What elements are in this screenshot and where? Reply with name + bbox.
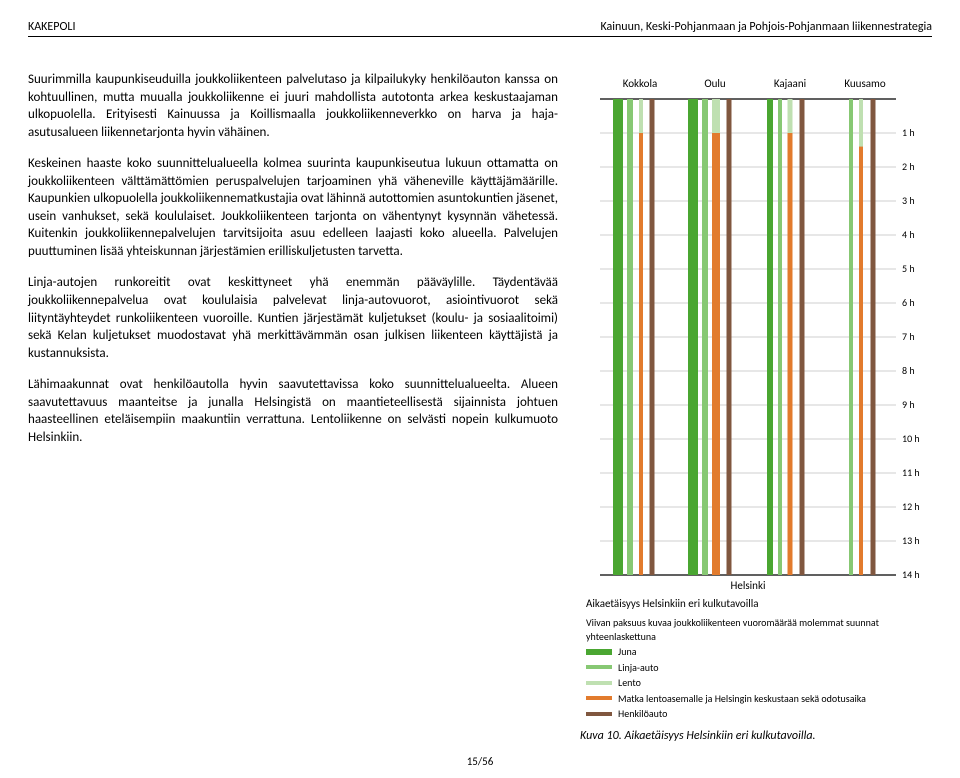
paragraph: Lähimaakunnat ovat henkilöautolla hyvin …: [28, 376, 558, 446]
svg-text:1 h: 1 h: [902, 126, 915, 139]
svg-text:4 h: 4 h: [902, 228, 915, 241]
chart-title: Aikaetäisyys Helsinkiin eri kulkutavoill…: [586, 597, 932, 610]
swatch-linja: [586, 665, 612, 669]
swatch-juna: [586, 649, 612, 655]
paragraph: Suurimmilla kaupunkiseuduilla joukkoliik…: [28, 71, 558, 141]
svg-text:3 h: 3 h: [902, 194, 915, 207]
paragraph: Linja-autojen runkoreitit ovat keskittyn…: [28, 274, 558, 362]
svg-text:13 h: 13 h: [902, 534, 920, 547]
chart-container: Kokkola Oulu Kajaani Kuusamo 1 h 2 h 3 h 4 h 5 h…: [580, 71, 932, 721]
figure-caption: Kuva 10. Aikaetäisyys Helsinkiin eri kul…: [580, 729, 932, 743]
svg-text:10 h: 10 h: [902, 432, 920, 445]
svg-text:6 h: 6 h: [902, 296, 915, 309]
figure-column: Kokkola Oulu Kajaani Kuusamo 1 h 2 h 3 h 4 h 5 h…: [576, 71, 932, 743]
page-number: 15/56: [28, 755, 932, 768]
svg-text:Kuusamo: Kuusamo: [844, 77, 885, 90]
legend-label: Matka lentoasemalle ja Helsingin keskust…: [618, 692, 866, 706]
svg-text:11 h: 11 h: [902, 466, 920, 479]
svg-text:9 h: 9 h: [902, 398, 915, 411]
legend-label: Juna: [618, 645, 637, 659]
body-text-column: Suurimmilla kaupunkiseuduilla joukkoliik…: [28, 71, 558, 743]
legend-intro: Viivan paksuus kuvaa joukkoliikenteen vu…: [586, 616, 932, 643]
legend-label: Lento: [618, 676, 641, 690]
swatch-matka: [586, 696, 612, 700]
swatch-lento: [586, 681, 612, 685]
svg-text:Kokkola: Kokkola: [623, 77, 658, 90]
svg-text:14 h: 14 h: [902, 568, 920, 581]
legend-row-linja: Linja-auto: [586, 661, 932, 675]
svg-text:12 h: 12 h: [902, 500, 920, 513]
legend-label: Henkilöauto: [618, 707, 667, 721]
svg-text:8 h: 8 h: [902, 364, 915, 377]
svg-text:Kajaani: Kajaani: [774, 77, 806, 90]
header-left: KAKEPOLI: [28, 20, 75, 34]
legend-row-lento: Lento: [586, 676, 932, 690]
header-right: Kainuun, Keski-Pohjanmaan ja Pohjois-Poh…: [600, 20, 932, 34]
legend-label: Linja-auto: [618, 661, 659, 675]
svg-text:Oulu: Oulu: [704, 77, 726, 90]
chart-legend: Viivan paksuus kuvaa joukkoliikenteen vu…: [580, 616, 932, 721]
paragraph: Keskeinen haaste koko suunnittelualueell…: [28, 155, 558, 260]
travel-time-chart: Kokkola Oulu Kajaani Kuusamo 1 h 2 h 3 h 4 h 5 h…: [580, 71, 932, 591]
page-header: KAKEPOLI Kainuun, Keski-Pohjanmaan ja Po…: [28, 20, 932, 37]
legend-row-matka: Matka lentoasemalle ja Helsingin keskust…: [586, 692, 932, 706]
legend-row-hauto: Henkilöauto: [586, 707, 932, 721]
swatch-hauto: [586, 712, 612, 716]
svg-text:5 h: 5 h: [902, 262, 915, 275]
svg-text:2 h: 2 h: [902, 160, 915, 173]
svg-text:7 h: 7 h: [902, 330, 915, 343]
legend-row-juna: Juna: [586, 645, 932, 659]
svg-text:Helsinki: Helsinki: [731, 579, 766, 591]
